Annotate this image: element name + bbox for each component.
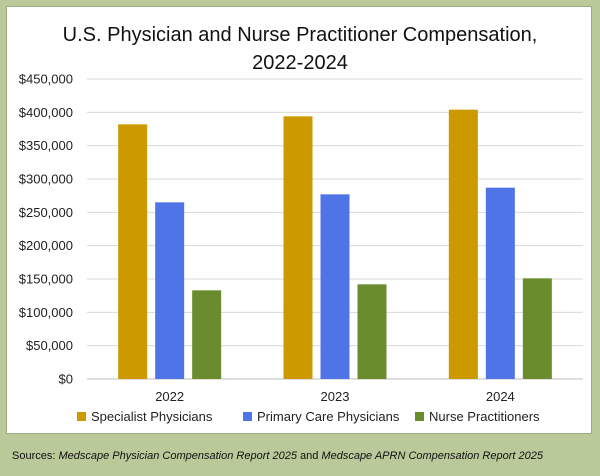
y-tick-label: $300,000 xyxy=(19,172,73,187)
y-tick-label: $350,000 xyxy=(19,138,73,153)
source-joiner: and xyxy=(296,450,322,462)
legend-swatch xyxy=(77,412,86,421)
bar-chart: $0 $50,000 $100,000 $150,000 $200,000 $250,00… xyxy=(19,72,583,424)
y-tick-label: $250,000 xyxy=(19,205,73,220)
y-tick-label: $100,000 xyxy=(19,305,73,320)
legend-label: Nurse Practitioners xyxy=(429,409,540,424)
y-tick-label: $450,000 xyxy=(19,72,73,87)
bar xyxy=(357,284,387,379)
bar xyxy=(485,187,515,379)
y-tick-label: $150,000 xyxy=(19,272,73,287)
source-prefix: Sources: xyxy=(12,450,59,462)
bar xyxy=(155,202,185,379)
chart-title: U.S. Physician and Nurse Practitioner Co… xyxy=(7,21,593,77)
chart-title-line1: U.S. Physician and Nurse Practitioner Co… xyxy=(62,24,538,46)
bar xyxy=(192,290,222,379)
source-report-aprn: Medscape APRN Compensation Report 2025 xyxy=(321,450,543,462)
x-tick-label: 2022 xyxy=(155,389,184,404)
legend-swatch xyxy=(243,412,252,421)
source-report-physician: Medscape Physician Compensation Report 2… xyxy=(58,450,297,462)
y-tick-label: $0 xyxy=(59,372,73,387)
legend-label: Specialist Physicians xyxy=(91,409,213,424)
x-tick-label: 2023 xyxy=(321,389,350,404)
chart-title-line2: 2022-2024 xyxy=(252,52,348,74)
source-note: Sources: Medscape Physician Compensation… xyxy=(12,450,543,462)
x-tick-label: 2024 xyxy=(486,389,515,404)
y-tick-label: $50,000 xyxy=(26,338,73,353)
y-tick-label: $400,000 xyxy=(19,105,73,120)
bar xyxy=(522,278,552,379)
legend-label: Primary Care Physicians xyxy=(257,409,400,424)
bar xyxy=(320,194,350,379)
y-tick-label: $200,000 xyxy=(19,238,73,253)
bar xyxy=(283,116,313,379)
legend-swatch xyxy=(415,412,424,421)
bar xyxy=(118,124,148,379)
chart-frame: U.S. Physician and Nurse Practitioner Co… xyxy=(6,6,592,434)
bar xyxy=(448,109,478,380)
